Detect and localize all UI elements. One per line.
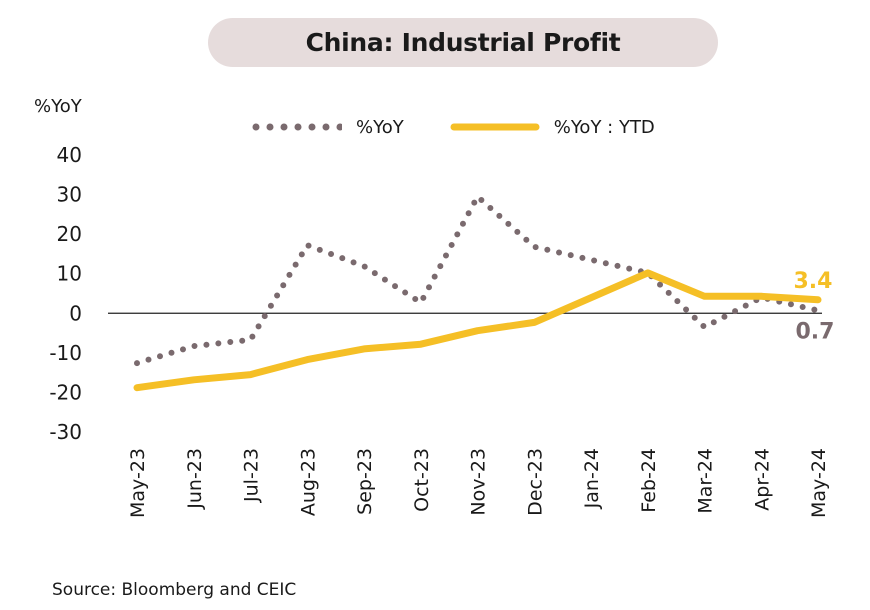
- series-line-ytd: [133, 269, 822, 392]
- x-tick-label: Mar-24: [695, 448, 717, 514]
- data-point: [192, 344, 196, 348]
- x-tick-label: May-23: [127, 448, 149, 518]
- x-tick-label: Apr-24: [751, 448, 773, 511]
- data-point: [532, 320, 536, 324]
- y-tick-label: 40: [57, 143, 82, 167]
- data-point: [816, 298, 820, 302]
- legend-swatch-dotted: [252, 123, 342, 131]
- data-point: [305, 243, 309, 247]
- data-point: [135, 361, 139, 365]
- legend-item-ytd: %YoY : YTD: [450, 117, 701, 138]
- title-banner: China: Industrial Profit: [208, 18, 718, 67]
- x-tick-label: Jul-23: [241, 448, 263, 503]
- x-tick-label: Oct-23: [411, 448, 433, 512]
- y-tick-label: 10: [57, 262, 82, 286]
- y-tick-label: -10: [49, 341, 82, 365]
- data-point: [249, 373, 253, 377]
- x-tick-label: Jan-24: [581, 448, 603, 509]
- x-tick-label: Feb-24: [638, 448, 660, 513]
- x-tick-label: May-24: [808, 448, 830, 518]
- legend-label-yoy: %YoY: [356, 116, 404, 138]
- legend-item-yoy: %YoY: [252, 117, 450, 138]
- y-tick-label: -20: [49, 380, 82, 404]
- x-tick-label: Nov-23: [468, 448, 490, 516]
- legend: %YoY %YoY : YTD: [252, 115, 701, 139]
- data-point: [703, 325, 707, 329]
- x-tick-label: Dec-23: [524, 448, 546, 516]
- source-note: Source: Bloomberg and CEIC: [52, 580, 297, 600]
- data-point: [305, 358, 309, 362]
- y-tick-label: 0: [69, 301, 82, 325]
- data-point: [419, 301, 423, 305]
- data-label-yoy-last: 0.7: [796, 320, 835, 345]
- x-tick-label: Sep-23: [354, 448, 376, 515]
- legend-label-ytd: %YoY : YTD: [553, 116, 655, 138]
- series-line-yoy: [134, 193, 821, 367]
- data-point: [249, 338, 253, 342]
- x-tick-label: Jun-23: [184, 448, 206, 510]
- data-point: [362, 347, 366, 351]
- x-tick-label: Aug-23: [297, 448, 319, 516]
- chart-title: China: Industrial Profit: [305, 28, 621, 57]
- data-label-ytd-last: 3.4: [794, 269, 833, 294]
- data-point: [759, 294, 763, 298]
- data-point: [476, 195, 480, 199]
- y-axis-unit-label: %YoY: [34, 96, 82, 117]
- data-point: [419, 342, 423, 346]
- legend-swatch-solid: [450, 123, 540, 131]
- data-point: [703, 294, 707, 298]
- y-tick-label: -30: [49, 420, 82, 444]
- data-point: [816, 309, 820, 313]
- data-point: [646, 271, 650, 275]
- y-tick-label: 20: [57, 222, 82, 246]
- data-point: [192, 378, 196, 382]
- y-tick-label: 30: [57, 183, 82, 207]
- data-point: [135, 386, 139, 390]
- data-point: [476, 329, 480, 333]
- data-point: [362, 264, 366, 268]
- data-point: [532, 245, 536, 249]
